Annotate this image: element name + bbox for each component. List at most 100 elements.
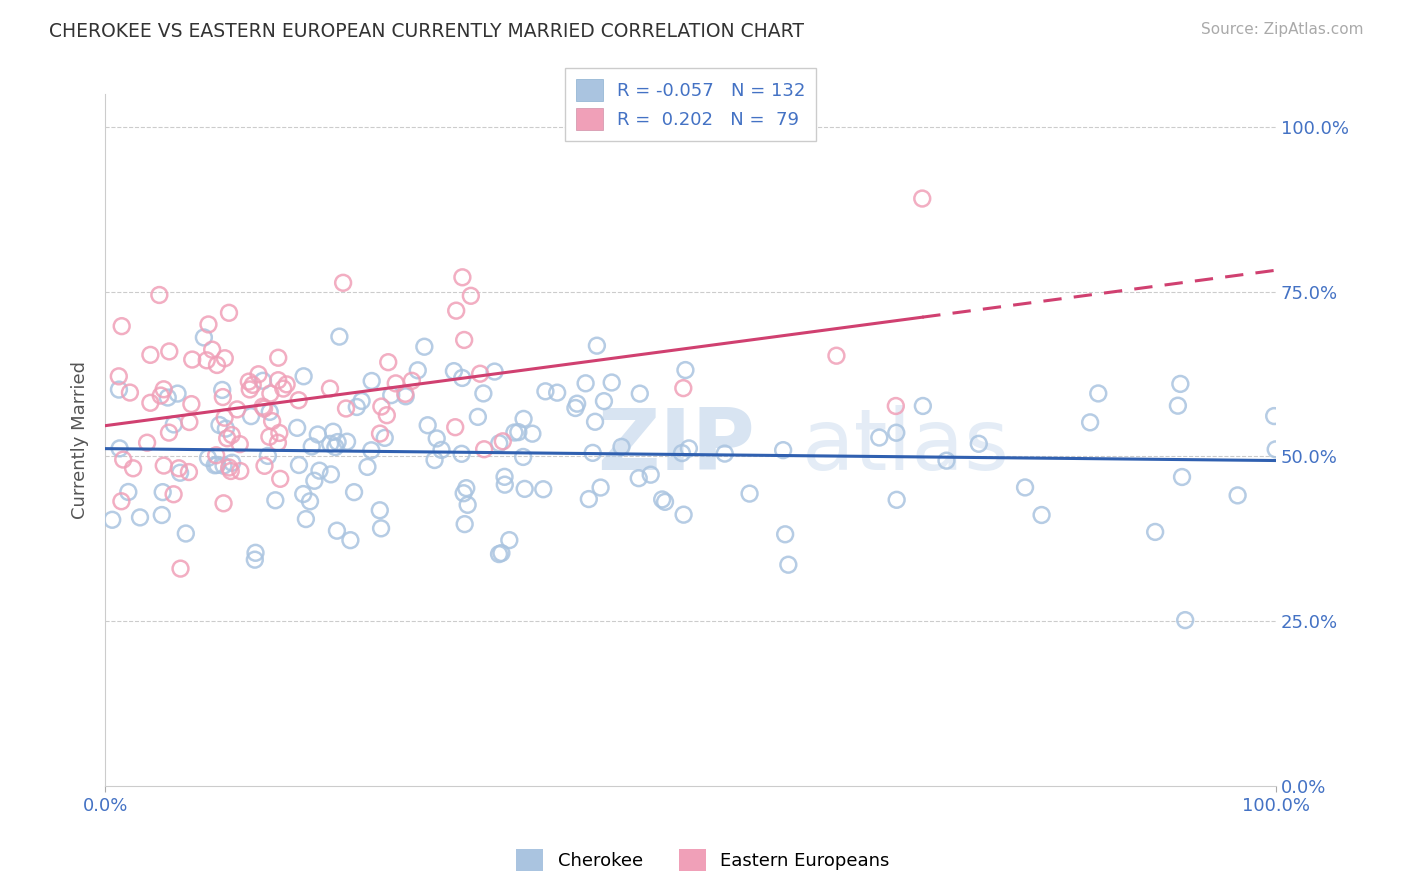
Point bbox=[1167, 399, 1189, 413]
Point bbox=[886, 492, 908, 507]
Point bbox=[174, 526, 197, 541]
Text: ZIP: ZIP bbox=[598, 405, 755, 489]
Point bbox=[531, 482, 554, 496]
Point bbox=[269, 472, 291, 486]
Point bbox=[157, 425, 180, 440]
Point bbox=[253, 401, 276, 416]
Point bbox=[307, 427, 329, 442]
Point bbox=[654, 495, 676, 509]
Point bbox=[167, 461, 190, 475]
Point bbox=[346, 400, 368, 414]
Point bbox=[1170, 376, 1192, 391]
Point bbox=[426, 432, 449, 446]
Point bbox=[101, 513, 124, 527]
Point bbox=[212, 496, 235, 510]
Point bbox=[451, 270, 474, 285]
Point bbox=[534, 384, 557, 399]
Point bbox=[453, 333, 475, 347]
Point bbox=[139, 348, 162, 362]
Point bbox=[1144, 524, 1167, 539]
Point bbox=[197, 450, 219, 465]
Point bbox=[884, 399, 907, 413]
Point bbox=[360, 374, 382, 388]
Point bbox=[651, 492, 673, 507]
Point bbox=[204, 458, 226, 473]
Point bbox=[112, 452, 135, 467]
Point bbox=[911, 399, 934, 413]
Point bbox=[240, 409, 263, 424]
Point bbox=[778, 558, 800, 572]
Point bbox=[1087, 386, 1109, 401]
Point bbox=[264, 493, 287, 508]
Point bbox=[467, 409, 489, 424]
Point bbox=[967, 437, 990, 451]
Point bbox=[583, 415, 606, 429]
Point bbox=[162, 487, 184, 501]
Point bbox=[177, 465, 200, 479]
Point bbox=[468, 367, 491, 381]
Point bbox=[377, 355, 399, 369]
Point bbox=[456, 481, 478, 495]
Legend: Cherokee, Eastern Europeans: Cherokee, Eastern Europeans bbox=[509, 842, 897, 879]
Point bbox=[152, 382, 174, 396]
Point bbox=[488, 436, 510, 450]
Point bbox=[179, 415, 201, 429]
Point bbox=[239, 383, 262, 397]
Point bbox=[214, 410, 236, 425]
Point bbox=[292, 487, 315, 501]
Point bbox=[825, 349, 848, 363]
Point bbox=[512, 412, 534, 426]
Point bbox=[205, 358, 228, 372]
Point bbox=[1263, 409, 1285, 423]
Point bbox=[267, 373, 290, 387]
Point bbox=[180, 397, 202, 411]
Point bbox=[328, 329, 350, 343]
Point bbox=[325, 440, 347, 454]
Point bbox=[117, 485, 139, 500]
Point bbox=[575, 376, 598, 391]
Point bbox=[512, 450, 534, 464]
Point bbox=[773, 527, 796, 541]
Point bbox=[457, 498, 479, 512]
Point bbox=[472, 386, 495, 401]
Point bbox=[564, 401, 586, 415]
Point bbox=[226, 402, 249, 417]
Point bbox=[416, 418, 439, 433]
Point bbox=[245, 546, 267, 560]
Point bbox=[335, 401, 357, 416]
Point bbox=[444, 303, 467, 318]
Point bbox=[380, 388, 402, 402]
Y-axis label: Currently Married: Currently Married bbox=[72, 361, 89, 519]
Point bbox=[339, 533, 361, 548]
Point bbox=[413, 340, 436, 354]
Point bbox=[503, 425, 526, 440]
Text: atlas: atlas bbox=[801, 405, 1010, 489]
Point bbox=[1078, 415, 1101, 429]
Point bbox=[107, 369, 129, 384]
Point bbox=[181, 352, 204, 367]
Point bbox=[430, 442, 453, 457]
Point bbox=[136, 435, 159, 450]
Point bbox=[451, 371, 474, 385]
Point bbox=[156, 391, 179, 405]
Point bbox=[370, 400, 392, 414]
Point bbox=[221, 456, 243, 470]
Point bbox=[217, 431, 239, 445]
Point bbox=[935, 453, 957, 467]
Point bbox=[215, 422, 238, 436]
Point bbox=[218, 306, 240, 320]
Point bbox=[368, 503, 391, 517]
Point bbox=[108, 442, 131, 456]
Point bbox=[195, 353, 218, 368]
Point bbox=[166, 386, 188, 401]
Point bbox=[394, 387, 416, 401]
Point bbox=[672, 381, 695, 395]
Point bbox=[360, 443, 382, 458]
Point bbox=[139, 396, 162, 410]
Point bbox=[492, 434, 515, 449]
Text: Source: ZipAtlas.com: Source: ZipAtlas.com bbox=[1201, 22, 1364, 37]
Point bbox=[287, 393, 309, 408]
Point bbox=[205, 458, 228, 472]
Point bbox=[219, 464, 242, 478]
Point bbox=[610, 440, 633, 454]
